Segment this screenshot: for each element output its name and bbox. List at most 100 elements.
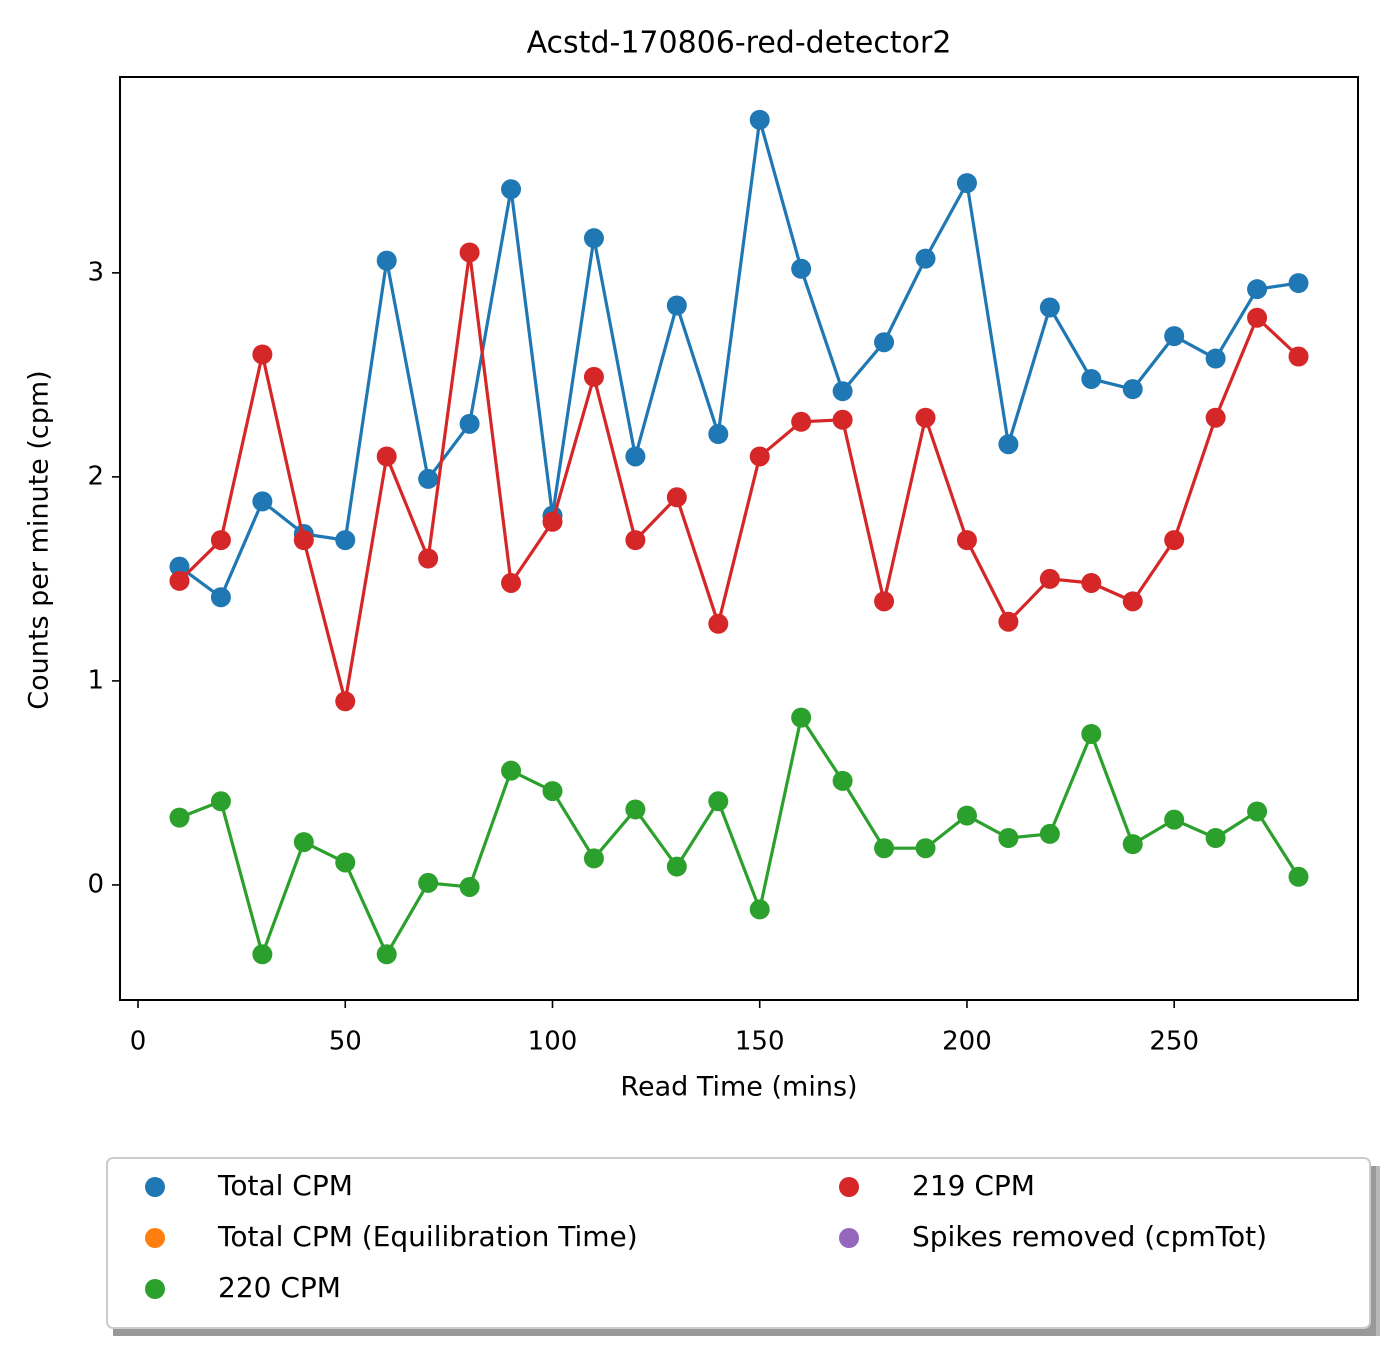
data-point [749,899,770,920]
data-point [459,876,480,897]
data-point [210,530,231,551]
data-point [501,179,522,200]
data-point [666,856,687,877]
series-line [178,713,1300,960]
data-point [915,838,936,859]
data-point [459,413,480,434]
data-point [335,691,356,712]
series-line [178,119,1299,600]
data-point [791,707,812,728]
series-line [178,252,1300,702]
data-point [1164,326,1185,347]
legend-marker [145,1177,165,1197]
data-point [1039,568,1060,589]
data-point [583,228,604,249]
data-point [1247,801,1268,822]
data-point [418,468,439,489]
data-point [376,446,397,467]
x-tick-label: 150 [735,1027,785,1057]
x-tick-label: 250 [1149,1027,1199,1057]
data-point [1205,828,1226,849]
data-point [956,173,977,194]
data-point [418,872,439,893]
data-point [998,434,1019,455]
data-point [666,295,687,316]
data-point [874,838,895,859]
data-point [583,848,604,869]
y-tick-label: 3 [87,257,104,287]
data-point [625,446,646,467]
y-axis-label: Counts per minute (cpm) [24,370,55,709]
data-point [832,381,853,402]
x-tick-label: 100 [528,1027,578,1057]
x-axis-label: Read Time (mins) [620,1072,857,1103]
data-point [708,613,729,634]
data-point [459,242,480,263]
data-point [956,530,977,551]
data-point [1039,297,1060,318]
data-point [418,548,439,569]
legend [106,1157,1371,1329]
data-point [1205,348,1226,369]
data-point [169,570,190,591]
legend-marker [839,1228,859,1248]
data-point [1288,866,1309,887]
legend-marker [145,1228,165,1248]
data-point [1288,273,1309,294]
data-point [293,530,314,551]
data-point [542,511,563,532]
data-point [252,344,273,365]
chart-title: Acstd-170806-red-detector2 [527,26,952,61]
legend-label: 220 CPM [218,1271,341,1304]
data-point [1247,279,1268,300]
data-point [749,446,770,467]
data-point [1164,530,1185,551]
x-tick-label: 50 [329,1027,362,1057]
legend-marker [839,1177,859,1197]
data-point [1081,368,1102,389]
data-point [956,805,977,826]
y-tick-label: 2 [87,461,104,491]
data-point [376,944,397,965]
data-point [335,530,356,551]
legend-label: Total CPM (Equilibration Time) [217,1220,638,1253]
plot-area [119,76,1359,1001]
data-point [210,587,231,608]
y-tick-label: 1 [87,665,104,695]
data-point [1205,407,1226,428]
data-point [376,250,397,271]
y-tick-label: 0 [87,869,104,899]
data-point [1122,591,1143,612]
data-point [791,258,812,279]
data-point [915,248,936,269]
data-point [791,411,812,432]
data-point [874,332,895,353]
data-point [708,424,729,445]
legend-label: 219 CPM [912,1169,1035,1202]
data-point [1081,572,1102,593]
data-point [542,781,563,802]
data-point [1164,809,1185,830]
data-point [998,828,1019,849]
data-point [210,791,231,812]
data-point [666,487,687,508]
data-point [915,407,936,428]
data-point [335,852,356,873]
data-point [169,807,190,828]
data-point [293,832,314,853]
data-point [1122,379,1143,400]
data-point [1247,307,1268,328]
data-point [625,530,646,551]
data-point [1081,723,1102,744]
data-point [625,799,646,820]
data-point [169,556,190,577]
data-point [1288,346,1309,367]
data-point [832,770,853,791]
data-point [583,366,604,387]
data-point [501,760,522,781]
data-point [1122,834,1143,855]
legend-label: Spikes removed (cpmTot) [912,1220,1267,1253]
data-point [708,791,729,812]
